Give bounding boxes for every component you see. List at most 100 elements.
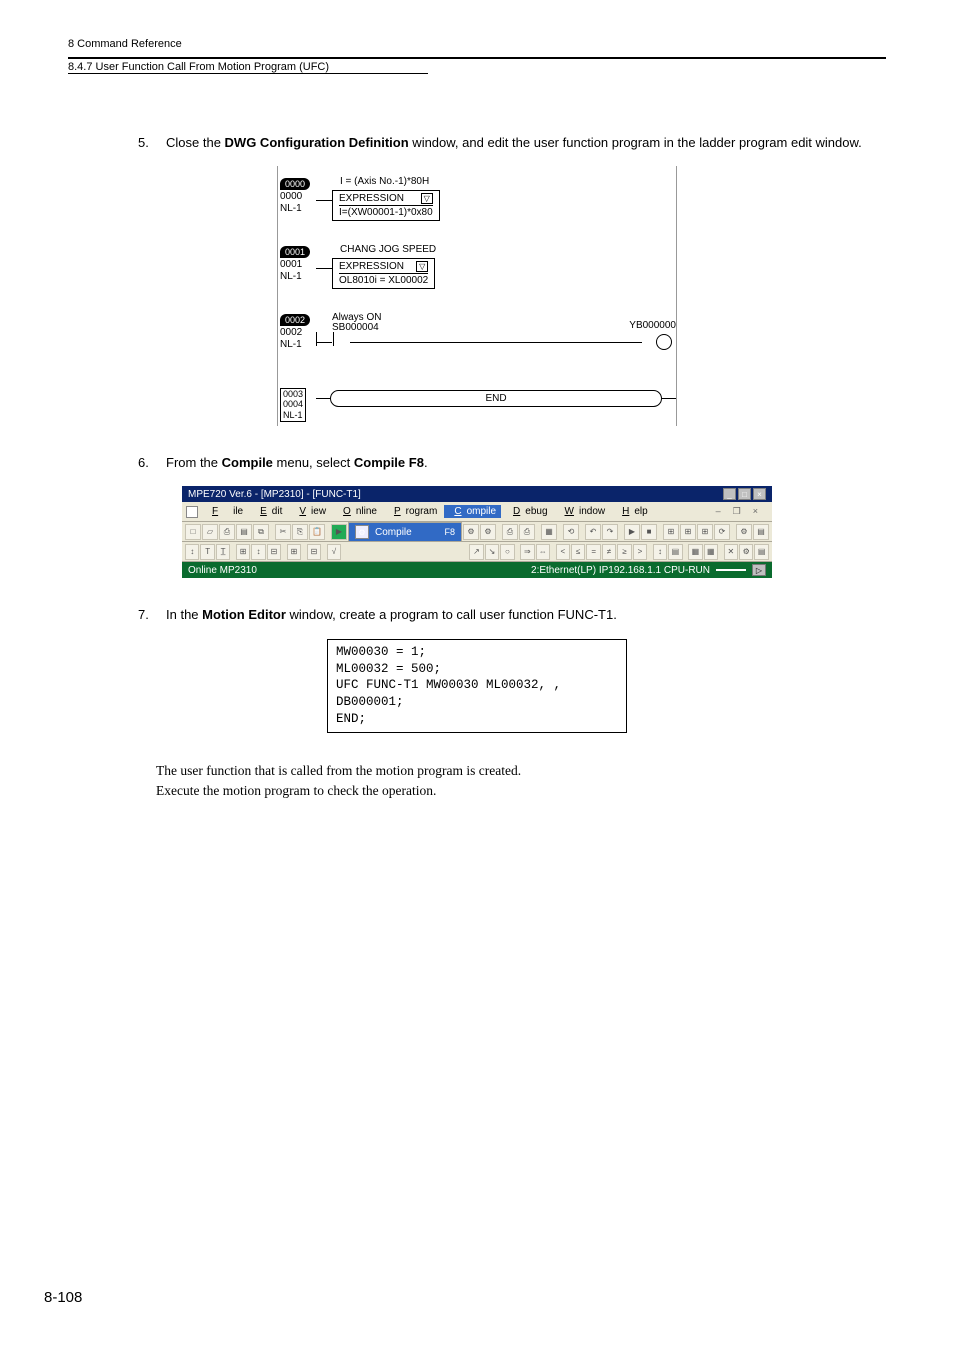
toolbar-button[interactable]: ▤ [754, 544, 768, 560]
toolbar-button[interactable]: < [556, 544, 570, 560]
menu-program[interactable]: Program [384, 505, 442, 518]
toolbar-button[interactable]: ⧉ [253, 524, 269, 540]
end-box: END [330, 390, 662, 407]
rung-title: CHANG JOG SPEED [340, 244, 436, 255]
toolbar-button[interactable]: ≤ [571, 544, 585, 560]
toolbar-button[interactable]: ▱ [202, 524, 218, 540]
toolbar-button[interactable]: ⊟ [267, 544, 281, 560]
contact-address: SB000004 [332, 322, 379, 333]
toolbar-button[interactable]: √ [327, 544, 341, 560]
step-number: 7. [138, 606, 166, 624]
mdi-close[interactable]: × [748, 505, 763, 518]
toolbar-button[interactable]: ✕ [724, 544, 738, 560]
toolbar-button[interactable]: ▦ [541, 524, 557, 540]
toolbar-button[interactable]: ↕ [251, 544, 265, 560]
toolbar-button[interactable]: ↕ [185, 544, 199, 560]
menu-compile[interactable]: Compile [444, 505, 501, 518]
toolbar-button[interactable]: ○ [500, 544, 514, 560]
chapter-heading: 8 Command Reference [68, 36, 886, 53]
text: window, and edit the user function progr… [409, 135, 862, 150]
toolbar-button[interactable]: ⚙ [736, 524, 752, 540]
toolbar-button[interactable]: ⊟ [307, 544, 321, 560]
expression-header: EXPRESSION [339, 261, 404, 272]
toolbar-button[interactable]: ⊞ [697, 524, 713, 540]
toolbar-button[interactable]: ↗ [469, 544, 483, 560]
menu-edit[interactable]: Edit [250, 505, 287, 518]
ladder-rung: 0003 0004 NL-1 END [278, 388, 676, 423]
toolbar-button[interactable]: T [200, 544, 214, 560]
mdi-max[interactable]: ❐ [728, 505, 746, 518]
rung-label: 0002 0002 NL-1 [278, 314, 316, 351]
toolbar-button[interactable]: ▶ [331, 524, 347, 540]
toolbar-button[interactable]: ⊞ [287, 544, 301, 560]
ladder-rung: 0001 0001 NL-1 CHANG JOG SPEED EXPRESSIO… [278, 246, 676, 292]
status-right: 2:Ethernet(LP) IP192.168.1.1 CPU-RUN [531, 565, 710, 576]
toolbar-button[interactable]: ≥ [617, 544, 631, 560]
toolbar-button[interactable]: ▦ [704, 544, 718, 560]
toolbar-button[interactable]: ▤ [236, 524, 252, 540]
rung-nl: NL-1 [280, 271, 302, 282]
wire [350, 342, 642, 343]
menu-window[interactable]: Window [555, 505, 611, 518]
toolbar-button[interactable]: ⟳ [714, 524, 730, 540]
toolbar-button[interactable]: ⎘ [292, 524, 308, 540]
maximize-button[interactable]: □ [738, 488, 751, 500]
minimize-button[interactable]: _ [723, 488, 736, 500]
menu-file[interactable]: File [202, 505, 248, 518]
toolbar-button[interactable]: ↶ [585, 524, 601, 540]
toolbar-button[interactable]: T̲ [216, 544, 230, 560]
rung-title: I = (Axis No.-1)*80H [340, 176, 429, 187]
rung-id-top: 0001 [280, 246, 310, 259]
dropdown-item-compile[interactable]: ⚙ Compile F8 [349, 523, 461, 541]
toolbar-button[interactable]: ▤ [753, 524, 769, 540]
text-bold: DWG Configuration Definition [225, 135, 409, 150]
toolbar-button[interactable]: ⚙ [463, 524, 479, 540]
code-line: END; [336, 711, 618, 728]
toolbar-button[interactable]: = [586, 544, 600, 560]
menu-online[interactable]: Online [333, 505, 382, 518]
mdi-min[interactable]: – [711, 505, 726, 518]
toolbar-button[interactable]: 📋 [309, 524, 325, 540]
contact-symbol [316, 332, 334, 346]
rung-id: 0001 [280, 259, 302, 270]
menu-view[interactable]: View [289, 505, 331, 518]
toolbar-button[interactable]: ⎙ [519, 524, 535, 540]
toolbar-button[interactable]: > [633, 544, 647, 560]
expression-box: EXPRESSION▽ I=(XW00001-1)*0x80 [332, 190, 440, 221]
menu-debug[interactable]: Debug [503, 505, 552, 518]
toolbar-button[interactable]: ▦ [688, 544, 702, 560]
toolbar-button[interactable]: ↕ [653, 544, 667, 560]
toolbar-button[interactable]: ⚙ [480, 524, 496, 540]
step-5: 5. Close the DWG Configuration Definitio… [138, 134, 886, 152]
toolbar-button[interactable]: ⇔ [536, 544, 550, 560]
toolbar-button[interactable]: ≠ [602, 544, 616, 560]
menu-help[interactable]: Help [612, 505, 653, 518]
step-text: Close the DWG Configuration Definition w… [166, 134, 886, 152]
toolbar-button[interactable]: ▤ [668, 544, 682, 560]
wire [316, 200, 332, 201]
toolbar-button[interactable]: ⚙ [739, 544, 753, 560]
status-left: Online MP2310 [188, 565, 257, 576]
ladder-rung: 0000 0000 NL-1 I = (Axis No.-1)*80H EXPR… [278, 178, 676, 224]
toolbar-button[interactable]: ⟲ [563, 524, 579, 540]
toolbar-button[interactable]: ↷ [602, 524, 618, 540]
step-number: 5. [138, 134, 166, 152]
toolbar-button[interactable]: ▶ [624, 524, 640, 540]
toolbar-button[interactable]: ⊞ [680, 524, 696, 540]
toolbar-button[interactable]: ■ [641, 524, 657, 540]
toolbar-button[interactable]: ⎙ [219, 524, 235, 540]
toolbar-button[interactable]: ✂ [275, 524, 291, 540]
text: Close the [166, 135, 225, 150]
toolbar-button[interactable]: ↘ [485, 544, 499, 560]
rung-id-top: 0002 [280, 314, 310, 327]
compile-dropdown: ⚙ Compile F8 ⚙ Compile All Programs Comp… [348, 522, 462, 541]
toolbar-button[interactable]: ⊞ [236, 544, 250, 560]
close-button[interactable]: × [753, 488, 766, 500]
toolbar-button[interactable]: ⎙ [502, 524, 518, 540]
coil-symbol [656, 334, 672, 350]
toolbar-button[interactable]: ⇒ [520, 544, 534, 560]
dropdown-label: Compile [375, 527, 412, 538]
toolbar-button[interactable]: ⊞ [663, 524, 679, 540]
toolbar-button[interactable]: □ [185, 524, 201, 540]
text-bold: Compile [222, 455, 273, 470]
